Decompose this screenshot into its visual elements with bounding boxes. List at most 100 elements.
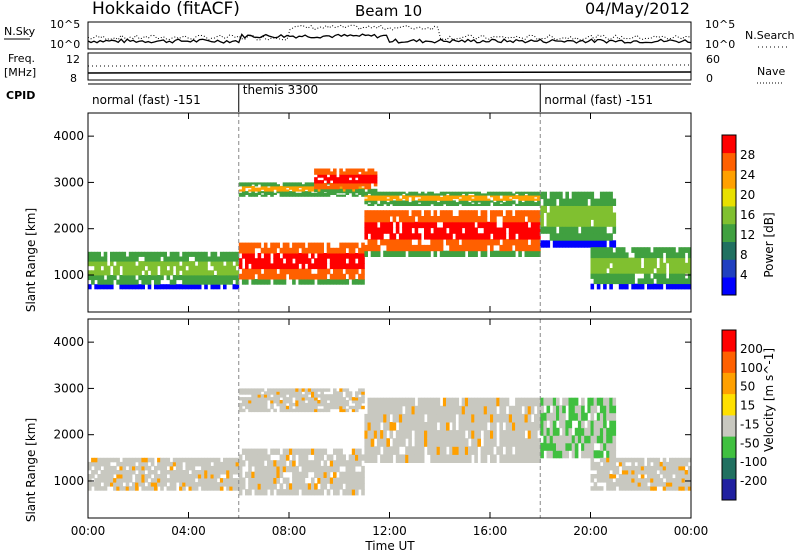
heatmap-cell (452, 413, 456, 423)
heatmap-cell (188, 486, 193, 491)
heatmap-cell (103, 251, 108, 257)
heatmap-cell (436, 405, 441, 415)
heatmap-cell (442, 430, 447, 439)
heatmap-cell (433, 239, 438, 246)
heatmap-cell (508, 413, 513, 423)
heatmap-cell (116, 256, 120, 262)
heatmap-cell (251, 263, 255, 270)
heatmap-cell (213, 265, 218, 271)
heatmap-cell (213, 279, 218, 285)
heatmap-cell (596, 397, 601, 406)
heatmap-cell (464, 413, 469, 423)
heatmap-cell (169, 486, 174, 491)
heatmap-cell (370, 454, 375, 463)
heatmap-cell (219, 279, 224, 285)
heatmap-cell (380, 239, 384, 246)
heatmap-cell (376, 196, 381, 200)
heatmap-cell (317, 189, 321, 192)
heatmap-cell (260, 477, 265, 484)
heatmap-cell (273, 185, 277, 189)
heatmap-cell (232, 482, 237, 487)
heatmap-cell (336, 477, 340, 484)
heatmap-cell (103, 265, 108, 271)
power-colorbar-title: Power [dB] (762, 212, 776, 277)
heatmap-cell (285, 477, 290, 484)
heatmap-cell (135, 270, 139, 276)
heatmap-cell (596, 205, 601, 213)
heatmap-cell (449, 203, 453, 206)
heatmap-cell (276, 253, 280, 259)
heatmap-cell (681, 474, 686, 479)
heatmap-cell (612, 420, 617, 429)
heatmap-cell (398, 438, 403, 447)
heatmap-cell (326, 471, 331, 478)
heatmap-cell (439, 200, 444, 203)
heatmap-cell (433, 202, 438, 205)
heatmap-cell (549, 435, 554, 444)
heatmap-cell (439, 196, 444, 200)
heatmap-cell (540, 405, 544, 414)
heatmap-cell (320, 408, 324, 413)
heatmap-cell (163, 478, 167, 483)
heatmap-cell (518, 195, 522, 198)
heatmap-cell (665, 283, 670, 290)
heatmap-cell (119, 465, 123, 471)
heatmap-cell (301, 279, 306, 285)
heatmap-cell (329, 174, 334, 178)
heatmap-cell (612, 268, 617, 274)
heatmap-cell (373, 446, 378, 455)
heatmap-cell (333, 397, 337, 401)
colorbar-tick-label: 200 (740, 342, 763, 356)
colorbar-swatch (722, 436, 736, 458)
heatmap-cell (596, 412, 601, 421)
heatmap-cell (596, 465, 601, 471)
heatmap-cell (615, 278, 620, 285)
heatmap-cell (650, 478, 654, 483)
heatmap-cell (339, 180, 343, 184)
heatmap-cell (355, 188, 359, 193)
heatmap-cell (172, 474, 177, 479)
heatmap-cell (634, 247, 639, 253)
heatmap-cell (430, 405, 434, 415)
heatmap-cell (599, 268, 604, 274)
heatmap-cell (216, 270, 221, 276)
heatmap-cell (571, 219, 576, 227)
heatmap-cell (110, 251, 114, 257)
heatmap-cell (301, 400, 306, 404)
heatmap-cell (411, 233, 416, 240)
heatmap-cell (650, 262, 654, 269)
heatmap-cell (621, 262, 626, 269)
heatmap-cell (257, 187, 262, 190)
heatmap-cell (267, 391, 271, 395)
heatmap-cell (398, 210, 403, 217)
heatmap-cell (132, 251, 136, 257)
heatmap-cell (191, 251, 196, 257)
heatmap-cell (188, 461, 193, 467)
heatmap-cell (574, 219, 579, 227)
heatmap-cell (490, 397, 494, 407)
heatmap-cell (656, 278, 661, 285)
heatmap-cell (615, 482, 620, 487)
heatmap-cell (241, 388, 246, 392)
colorbar-swatch (722, 170, 736, 189)
heatmap-cell (684, 268, 689, 274)
heatmap-cell (276, 489, 280, 496)
heatmap-cell (373, 397, 378, 407)
heatmap-cell (534, 195, 538, 198)
heatmap-cell (405, 233, 409, 240)
heatmap-cell (238, 247, 243, 254)
heatmap-cell (351, 477, 356, 484)
heatmap-cell (351, 454, 356, 461)
heatmap-cell (285, 405, 290, 410)
heatmap-cell (420, 198, 425, 201)
heatmap-cell (556, 442, 560, 451)
heatmap-cell (446, 203, 450, 206)
heatmap-cell (361, 405, 365, 410)
heatmap-cell (505, 193, 510, 196)
heatmap-cell (361, 188, 365, 193)
heatmap-cell (373, 196, 378, 200)
heatmap-cell (433, 195, 438, 198)
heatmap-cell (307, 191, 312, 194)
heatmap-cell (351, 273, 356, 280)
heatmap-cell (618, 268, 623, 274)
